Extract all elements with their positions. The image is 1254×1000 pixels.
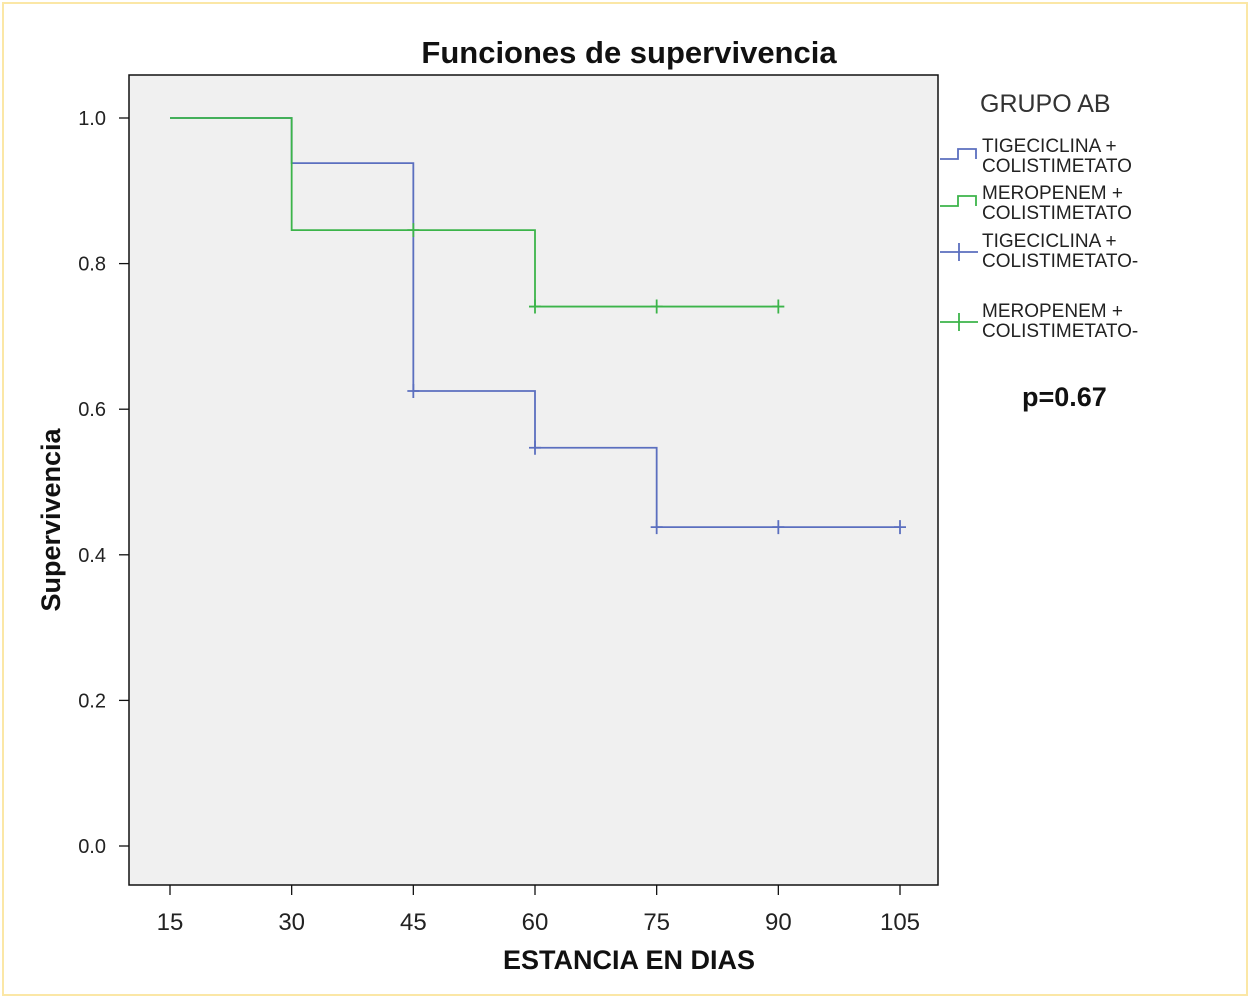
x-tick-label: 60 bbox=[522, 909, 549, 936]
x-tick-label: 105 bbox=[880, 909, 920, 936]
legend-label: COLISTIMETATO- bbox=[982, 251, 1138, 272]
y-axis-title: Supervivencia bbox=[36, 427, 66, 611]
legend-censor-symbol bbox=[940, 313, 978, 331]
y-tick-label: 0.6 bbox=[78, 399, 106, 421]
legend-label: COLISTIMETATO- bbox=[982, 321, 1138, 342]
legend-step-symbol bbox=[940, 195, 977, 207]
y-tick-label: 0.8 bbox=[78, 254, 106, 276]
series-layer bbox=[170, 117, 906, 535]
legend-censor-symbol bbox=[940, 243, 978, 261]
legend-title: GRUPO AB bbox=[980, 90, 1111, 118]
plot-area bbox=[128, 74, 939, 886]
censor-mark bbox=[772, 299, 785, 314]
p-value-annotation: p=0.67 bbox=[1022, 382, 1107, 412]
x-tick-label: 15 bbox=[157, 909, 184, 936]
censor-mark bbox=[407, 384, 420, 398]
censor-mark bbox=[772, 520, 785, 535]
y-tick-label: 0.2 bbox=[78, 690, 106, 712]
censor-mark bbox=[529, 299, 541, 314]
y-tick-label: 0.0 bbox=[78, 836, 106, 858]
legend-label: MEROPENEM + bbox=[982, 301, 1123, 322]
y-axis: 0.0 0.2 0.4 0.6 0.8 1.0 bbox=[78, 108, 129, 858]
censor-mark bbox=[894, 520, 906, 535]
censor-mark bbox=[407, 223, 420, 238]
legend-label: TIGECICLINA + bbox=[982, 231, 1117, 252]
x-tick-label: 45 bbox=[400, 909, 427, 936]
x-tick-label: 90 bbox=[765, 909, 792, 936]
legend-label: COLISTIMETATO bbox=[982, 156, 1132, 177]
y-tick-label: 1.0 bbox=[78, 108, 106, 130]
chart-title: Funciones de supervivencia bbox=[421, 35, 837, 70]
censor-mark bbox=[650, 520, 663, 535]
censor-mark bbox=[529, 440, 541, 455]
x-axis-title: ESTANCIA EN DIAS bbox=[503, 945, 755, 975]
legend-label: COLISTIMETATO bbox=[982, 203, 1132, 224]
x-tick-label: 30 bbox=[278, 909, 305, 936]
legend-label: MEROPENEM + bbox=[982, 183, 1123, 204]
legend-label: TIGECICLINA + bbox=[982, 136, 1117, 157]
legend-step-symbol bbox=[940, 148, 977, 160]
x-axis: 15 30 45 60 75 90 105 bbox=[157, 885, 920, 936]
y-tick-label: 0.4 bbox=[78, 545, 106, 567]
x-tick-label: 75 bbox=[643, 909, 670, 936]
censor-mark bbox=[650, 299, 663, 314]
